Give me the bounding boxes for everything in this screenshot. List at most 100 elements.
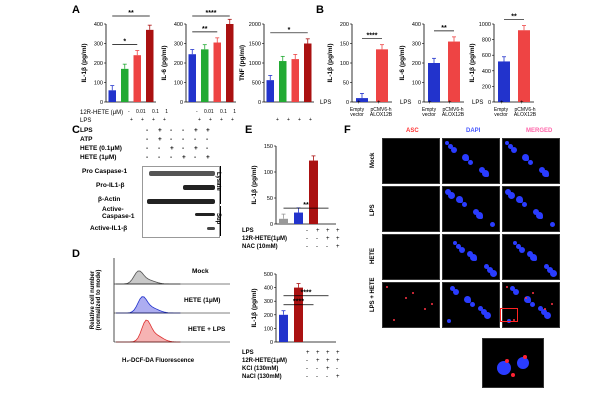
e-condition-value: - bbox=[306, 374, 308, 380]
f-nucleus-dot bbox=[539, 167, 545, 173]
e-condition-value: + bbox=[336, 358, 340, 364]
chart-a-tnf: 0 500 1000 1500 2000 TNF (pg/ml) * bbox=[239, 22, 314, 106]
blot-band-activecasp bbox=[195, 213, 215, 216]
f-nucleus-dot bbox=[450, 286, 455, 291]
c-condition-value: - bbox=[158, 145, 161, 152]
c-condition-value: - bbox=[170, 154, 173, 161]
e-condition-label: 12R-HETE(1μM) bbox=[242, 358, 288, 364]
f-nucleus-dot bbox=[459, 199, 463, 203]
b1-lps-val: + bbox=[377, 100, 381, 106]
c-condition-value: - bbox=[146, 127, 149, 134]
e-condition-value: + bbox=[316, 228, 320, 234]
e1-condition-table: LPS - + + +12R-HETE(1μM) - - + + NAC (10mM) - - - + bbox=[234, 228, 354, 258]
chart-b-il6: 0 100 200 300 400 IL-6 (pg/ml) ** bbox=[399, 22, 464, 106]
bar bbox=[309, 160, 318, 224]
significance-label: **** bbox=[367, 33, 378, 40]
b1-cat-alox: pCMV6-h ALOX12B bbox=[369, 107, 393, 118]
f-nucleus-dot bbox=[505, 141, 509, 145]
f-nucleus-dot bbox=[465, 157, 469, 161]
e-condition-value: - bbox=[316, 236, 318, 242]
d-ylabel: Relative cell number (normalized to mode… bbox=[90, 269, 102, 331]
y-tick-label: 100 bbox=[264, 170, 273, 176]
c-blot-proil1b-label: Pro-IL1-β bbox=[96, 182, 125, 189]
blot-band-activeil1b bbox=[207, 227, 215, 230]
a2-hete-val: 0.1 bbox=[219, 109, 227, 115]
y-tick-label: 0 bbox=[346, 100, 349, 106]
d-xlabel: H₂-DCF-DA Fluorescence bbox=[122, 358, 195, 364]
y-axis-label: IL-1β (pg/ml) bbox=[81, 44, 88, 83]
f-nucleus-dot bbox=[510, 286, 515, 291]
c-condition-value: - bbox=[146, 145, 149, 152]
d-hist-hetelps: HETE + LPS bbox=[188, 326, 226, 333]
f-microscopy-tile bbox=[382, 282, 440, 328]
f-nucleus-dot bbox=[530, 302, 535, 307]
bar bbox=[498, 61, 510, 102]
a2-hete-val: 0.01 bbox=[203, 109, 214, 115]
y-axis-label: IL-1β (pg/ml) bbox=[251, 166, 258, 205]
histogram-curve bbox=[116, 319, 181, 343]
y-axis-label: TNF (pg/ml) bbox=[239, 45, 246, 81]
y-tick-label: 50 bbox=[343, 81, 349, 87]
f-nucleus-dot bbox=[456, 244, 461, 249]
c-row-hete-01: HETE (0.1μM) bbox=[80, 145, 122, 152]
significance-label: * bbox=[288, 27, 291, 34]
significance-label: ** bbox=[511, 14, 517, 21]
a3-lps-val: + bbox=[276, 117, 279, 123]
y-tick-label: 200 bbox=[174, 61, 183, 67]
y-tick-label: 1500 bbox=[249, 42, 261, 48]
f-nucleus-dot bbox=[538, 306, 543, 311]
f-inset-asc-speck bbox=[523, 355, 527, 359]
bar bbox=[279, 218, 288, 224]
y-tick-label: 100 bbox=[264, 326, 273, 332]
f-nucleus-dot bbox=[547, 267, 553, 273]
a2-lps-val: + bbox=[209, 117, 212, 123]
c-blot-procasp-label: Pro Caspase-1 bbox=[82, 168, 128, 175]
f-asc-speck bbox=[386, 286, 388, 288]
y-tick-label: 400 bbox=[412, 22, 421, 28]
c-condition-value: - bbox=[206, 136, 209, 143]
f-nucleus-dot bbox=[459, 247, 465, 253]
f-asc-speck bbox=[393, 319, 395, 321]
e-condition-value: + bbox=[316, 358, 320, 364]
d-hist-mock: Mock bbox=[192, 268, 209, 275]
f-nucleus-dot bbox=[519, 199, 523, 203]
f-nucleus-dot bbox=[479, 215, 483, 219]
e-condition-value: + bbox=[336, 236, 340, 242]
c-row-lps: LPS bbox=[80, 127, 93, 134]
e-condition-value: + bbox=[336, 244, 340, 250]
a3-lps-val: + bbox=[298, 117, 301, 123]
y-tick-label: 100 bbox=[412, 81, 421, 87]
d-ylabel-wrap: Relative cell number (normalized to mode… bbox=[90, 270, 170, 352]
f-nucleus-dot bbox=[453, 289, 459, 295]
f-nucleus-dot bbox=[448, 144, 453, 149]
c-lysate-label: Lysate bbox=[215, 172, 221, 191]
f-nucleus-dot bbox=[445, 141, 449, 145]
panel-letter-e: E bbox=[245, 124, 253, 136]
histogram-curve bbox=[115, 270, 181, 285]
bar bbox=[188, 54, 196, 102]
bar bbox=[294, 212, 303, 224]
f-asc-speck bbox=[513, 319, 515, 321]
a2-hete-val: 1 bbox=[233, 109, 236, 115]
c-lysate-bracket bbox=[220, 166, 221, 204]
c-sup-label: Sup bbox=[215, 213, 221, 225]
c-condition-value: - bbox=[182, 145, 185, 152]
f-column-label: DAPI bbox=[466, 128, 481, 134]
f-inset-asc-speck bbox=[511, 373, 515, 377]
a1-lps-val: + bbox=[141, 117, 144, 123]
y-tick-label: 0 bbox=[258, 100, 261, 106]
y-tick-label: 400 bbox=[94, 22, 103, 28]
e-condition-value: - bbox=[326, 244, 328, 250]
bar bbox=[428, 63, 440, 102]
bar bbox=[266, 80, 274, 102]
y-tick-label: 0 bbox=[418, 100, 421, 106]
a1-hete-val: 0.01 bbox=[135, 109, 146, 115]
b-lps-label: LPS bbox=[320, 100, 332, 106]
chart-e-il1b-nac: 0 50 100 150 IL-1β (pg/ml) ** bbox=[251, 144, 336, 228]
f-nucleus-dot bbox=[545, 173, 549, 177]
bar bbox=[121, 68, 129, 102]
y-tick-label: 400 bbox=[174, 22, 183, 28]
c-condition-value: + bbox=[170, 145, 174, 152]
f-row-label: Mock bbox=[370, 152, 376, 168]
